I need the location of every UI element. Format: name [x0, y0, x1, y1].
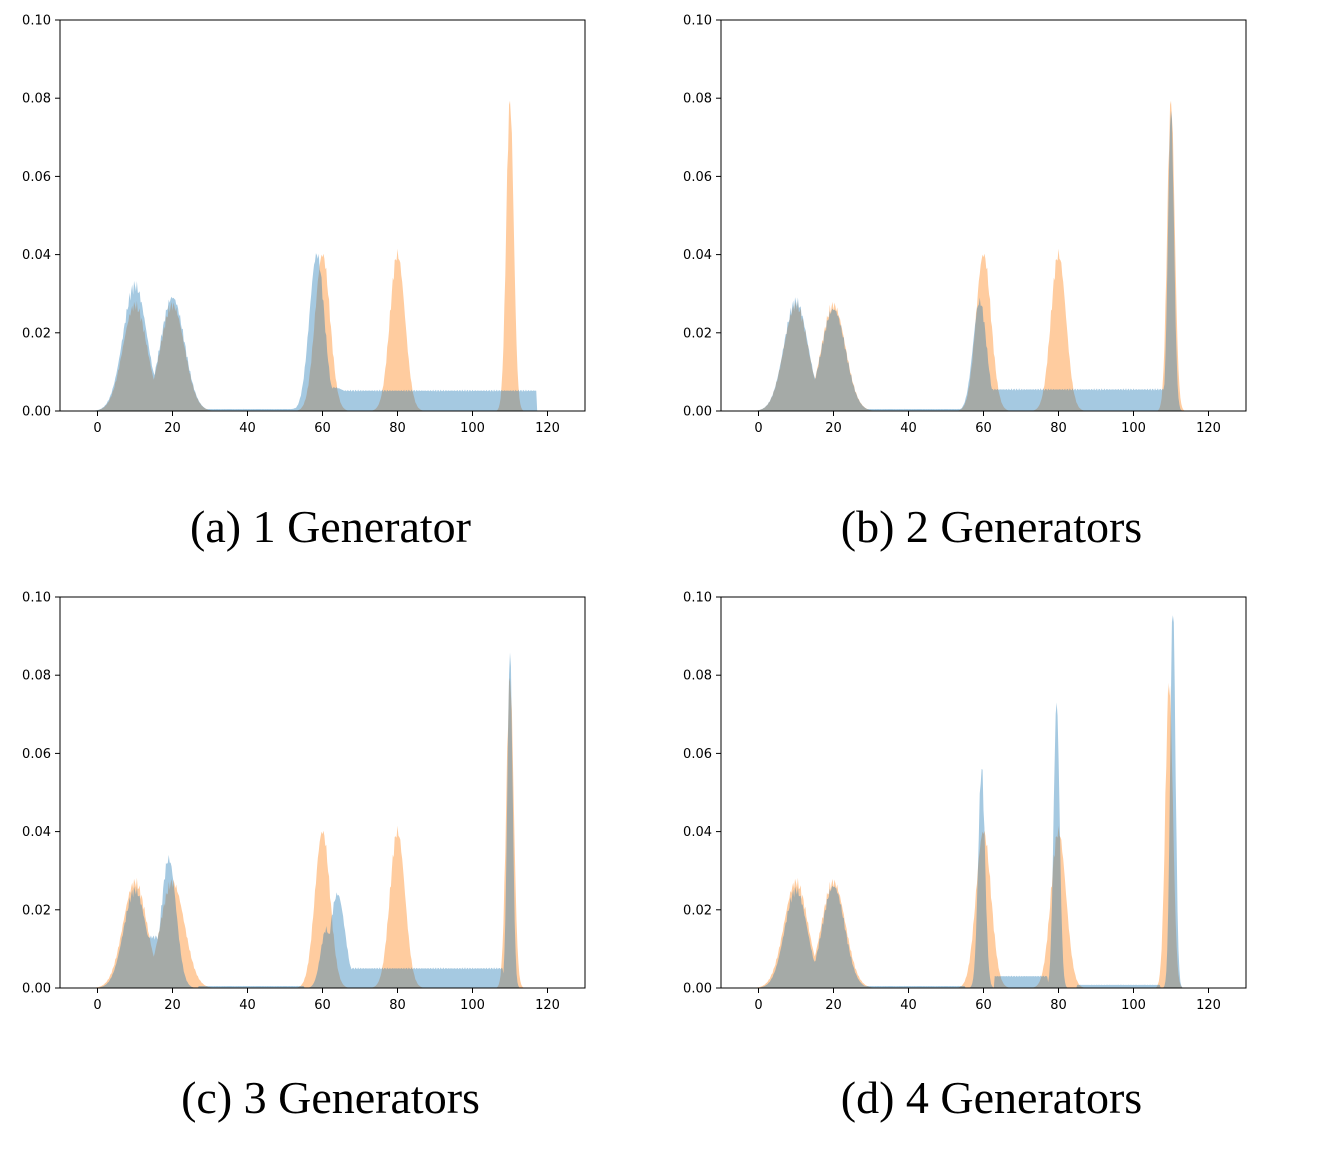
x-tick-label: 80	[1050, 421, 1067, 436]
histogram-chart-a: 0 20 40 60 80 100 120 0.00 0.02 0.04 0.06 0.08 0.10	[22, 14, 586, 436]
y-tick-label: 0.10	[683, 14, 712, 29]
x-tick-label: 20	[825, 998, 842, 1013]
x-tick-label: 20	[164, 421, 181, 436]
x-tick-label: 60	[975, 998, 992, 1013]
series-real-data	[739, 100, 1228, 412]
x-tick-label: 0	[93, 421, 101, 436]
histogram-chart-c: 0 20 40 60 80 100 120 0.00 0.02 0.04 0.06 0.08 0.10	[22, 591, 586, 1013]
y-tick-label: 0.02	[22, 903, 51, 918]
series-real-data	[78, 100, 567, 412]
x-tick-label: 80	[1050, 998, 1067, 1013]
caption-b: (b) 2 Generators	[840, 501, 1143, 552]
x-tick-label: 0	[93, 998, 101, 1013]
y-tick-label: 0.06	[683, 747, 712, 762]
series-real-data	[739, 682, 1228, 988]
y-tick-label: 0.02	[683, 903, 712, 918]
x-tick-label: 60	[975, 421, 992, 436]
x-tick-label: 120	[1196, 421, 1221, 436]
x-tick-label: 40	[900, 421, 917, 436]
panel-c: 0 20 40 60 80 100 120 0.00 0.02 0.04 0.06 0.08 0.10 …	[0, 577, 661, 1154]
x-tick-label: 120	[1196, 998, 1221, 1013]
x-tick-label: 0	[754, 421, 762, 436]
histogram-chart-d: 0 20 40 60 80 100 120 0.00 0.02 0.04 0.06 0.08 0.10	[683, 591, 1247, 1013]
x-tick-label: 20	[164, 998, 181, 1013]
x-tick-label: 60	[314, 998, 331, 1013]
x-tick-label: 40	[239, 421, 256, 436]
x-tick-label: 100	[460, 421, 485, 436]
x-tick-label: 100	[460, 998, 485, 1013]
x-tick-label: 60	[314, 421, 331, 436]
x-tick-label: 0	[754, 998, 762, 1013]
x-tick-label: 80	[389, 421, 406, 436]
x-tick-label: 120	[535, 421, 560, 436]
y-tick-label: 0.04	[22, 825, 51, 840]
y-tick-label: 0.08	[22, 669, 51, 684]
y-tick-label: 0.10	[22, 591, 51, 606]
panel-a: 0 20 40 60 80 100 120 0.00 0.02 0.04 0.06 0.08 0.10 …	[0, 0, 661, 577]
caption-a: (a) 1 Generator	[190, 501, 471, 552]
x-tick-label: 100	[1121, 421, 1146, 436]
y-tick-label: 0.06	[22, 170, 51, 185]
series-real-data	[78, 677, 567, 988]
panel-d: 0 20 40 60 80 100 120 0.00 0.02 0.04 0.06 0.08 0.10 …	[661, 577, 1322, 1154]
y-tick-label: 0.04	[683, 825, 712, 840]
y-tick-label: 0.10	[22, 14, 51, 29]
y-tick-label: 0.06	[683, 170, 712, 185]
y-tick-label: 0.04	[22, 248, 51, 263]
y-tick-label: 0.02	[683, 326, 712, 341]
panel-b: 0 20 40 60 80 100 120 0.00 0.02 0.04 0.06 0.08 0.10 …	[661, 0, 1322, 577]
y-tick-label: 0.00	[22, 405, 51, 420]
x-tick-label: 100	[1121, 998, 1146, 1013]
y-tick-label: 0.02	[22, 326, 51, 341]
y-tick-label: 0.10	[683, 591, 712, 606]
y-tick-label: 0.06	[22, 747, 51, 762]
x-tick-label: 20	[825, 421, 842, 436]
caption-c: (c) 3 Generators	[181, 1072, 480, 1123]
y-tick-label: 0.08	[683, 92, 712, 107]
series-generated-data	[739, 110, 1228, 411]
y-tick-label: 0.08	[683, 669, 712, 684]
y-tick-label: 0.00	[683, 982, 712, 997]
y-tick-label: 0.00	[683, 405, 712, 420]
x-tick-label: 40	[239, 998, 256, 1013]
x-tick-label: 80	[389, 998, 406, 1013]
y-tick-label: 0.04	[683, 248, 712, 263]
x-tick-label: 120	[535, 998, 560, 1013]
histogram-chart-b: 0 20 40 60 80 100 120 0.00 0.02 0.04 0.06 0.08 0.10	[683, 14, 1247, 436]
y-tick-label: 0.08	[22, 92, 51, 107]
x-tick-label: 40	[900, 998, 917, 1013]
series-generated-data	[739, 615, 1228, 988]
series-generated-data	[78, 652, 567, 988]
series-generated-data	[78, 253, 567, 411]
caption-d: (d) 4 Generators	[840, 1072, 1143, 1123]
y-tick-label: 0.00	[22, 982, 51, 997]
